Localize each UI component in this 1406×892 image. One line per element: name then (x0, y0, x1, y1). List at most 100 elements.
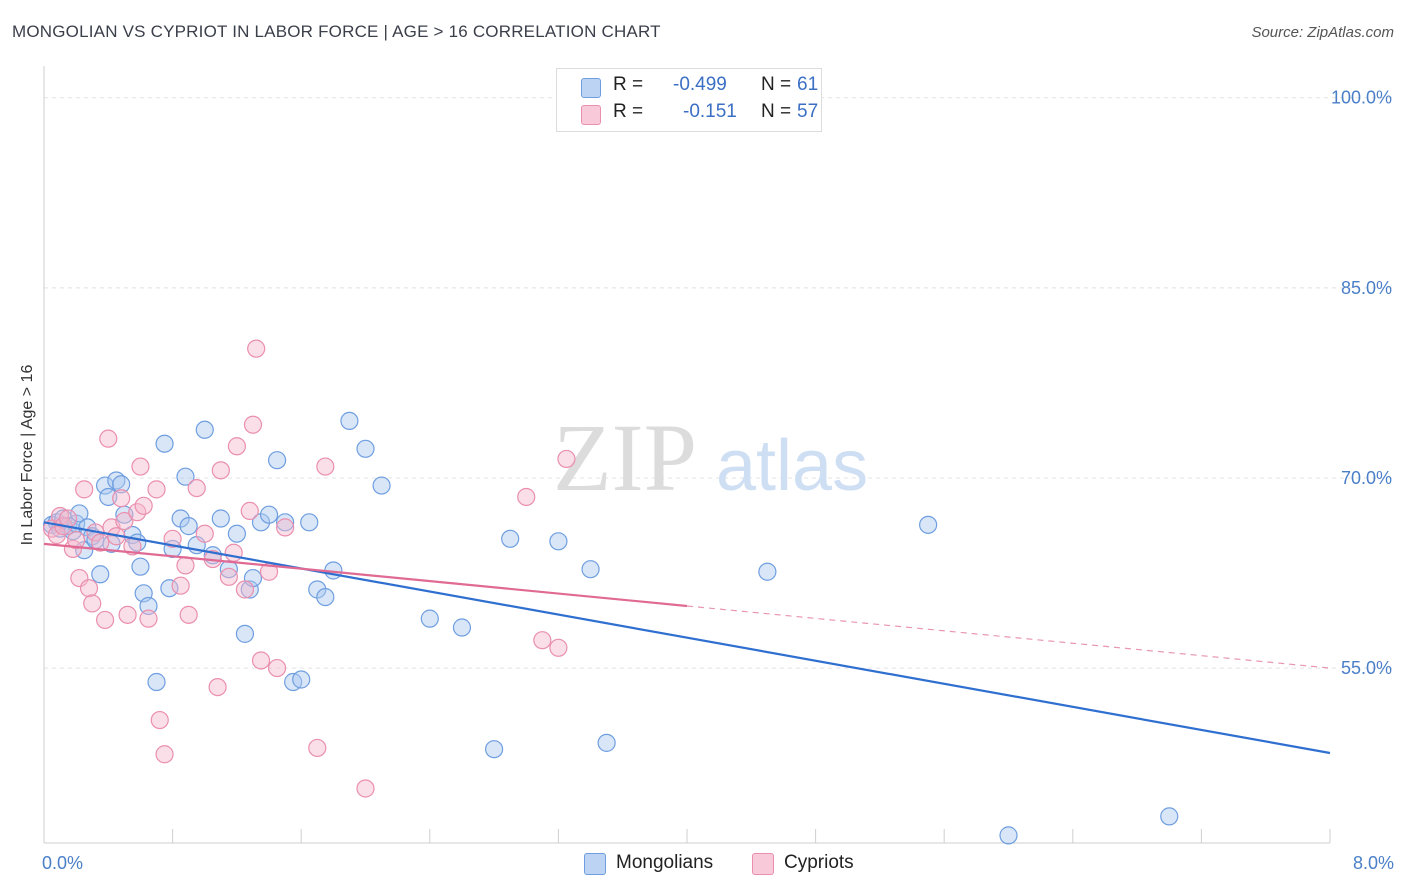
mongolian-point (292, 670, 311, 689)
cypriots-legend-swatch (752, 853, 774, 875)
mongolian-point (99, 487, 118, 507)
mongolians-legend-label: Mongolians (616, 852, 714, 873)
cypriots-trend-line (43, 542, 688, 608)
cypriot-point (227, 437, 246, 456)
legend-n-value: 61 (797, 74, 819, 95)
cypriot-point (139, 609, 158, 628)
mongolian-point (179, 517, 198, 536)
mongolian-point (340, 411, 359, 431)
y-tick-label: 85.0% (1341, 278, 1392, 298)
legend-n-value: 57 (797, 101, 819, 122)
cypriot-point (243, 415, 263, 434)
mongolian-point (316, 587, 335, 607)
cypriot-point (131, 457, 150, 476)
x-tick-label: 0.0% (42, 853, 83, 873)
mongolian-point (581, 560, 600, 579)
legend-n-label: N = (761, 74, 792, 95)
mongolian-point (999, 826, 1018, 845)
cypriot-point (219, 567, 238, 586)
cypriot-point (267, 658, 287, 678)
cypriot-point (549, 638, 568, 657)
cypriot-point (235, 580, 255, 599)
cypriot-point (308, 738, 327, 758)
cypriot-point (179, 605, 198, 624)
cypriot-point (276, 518, 295, 537)
mongolian-point (91, 565, 110, 584)
cypriot-point (517, 487, 536, 507)
mongolian-point (300, 513, 319, 532)
mongolian-point (919, 515, 938, 534)
cypriot-point (224, 543, 243, 562)
cypriot-point (176, 556, 195, 575)
cypriot-point (187, 478, 206, 498)
mongolian-point (227, 524, 246, 543)
cypriot-point (83, 594, 102, 613)
cypriot-point (208, 677, 227, 697)
cypriots-swatch (581, 105, 601, 125)
legend-r-value: -0.151 (683, 101, 737, 122)
cypriot-point (356, 779, 375, 798)
cypriots-legend-label: Cypriots (784, 852, 854, 873)
cypriot-point (134, 496, 153, 515)
cypriot-point (47, 525, 66, 545)
cypriot-point (79, 579, 99, 598)
cypriot-point (533, 631, 552, 650)
cypriot-point (155, 745, 174, 764)
cypriot-point (95, 610, 115, 630)
mongolian-point (131, 557, 150, 576)
mongolian-point (356, 439, 375, 458)
mongolian-point (155, 434, 174, 453)
cypriot-point (112, 489, 131, 508)
cypriot-point (150, 710, 169, 730)
cypriot-point (557, 449, 576, 469)
axes (43, 66, 1331, 844)
mongolian-point (259, 505, 279, 524)
cypriot-point (91, 533, 110, 552)
cypriot-point (118, 605, 137, 624)
cypriot-point (195, 524, 214, 543)
mongolians-legend-swatch (584, 853, 606, 875)
y-tick-label: 70.0% (1341, 468, 1392, 488)
cypriot-point (316, 457, 335, 476)
chart-title: MONGOLIAN VS CYPRIOT IN LABOR FORCE | AG… (12, 22, 661, 41)
cypriot-point (251, 651, 271, 670)
mongolian-point (240, 580, 259, 599)
y-tick-label: 100.0% (1331, 88, 1392, 108)
mongolian-point (147, 672, 166, 692)
cypriot-point (99, 429, 118, 448)
mongolian-point (420, 609, 439, 628)
legend-r-value: -0.499 (673, 74, 727, 95)
mongolian-point (597, 733, 616, 752)
mongolian-point (372, 476, 391, 495)
cypriot-point (240, 501, 259, 521)
mongolian-point (139, 596, 158, 616)
cypriot-point (115, 511, 134, 531)
cypriot-point (211, 461, 230, 480)
cypriot-point (247, 339, 266, 358)
cypriot-point (67, 530, 86, 550)
mongolians-trend-line (43, 521, 1331, 755)
mongolian-point (70, 504, 89, 523)
mongolian-point (267, 451, 287, 470)
legend-n-label: N = (761, 101, 792, 122)
x-tick-label: 8.0% (1353, 853, 1394, 873)
correlation-legend: R = -0.499 N = 61 R = -0.151 N = 57 (556, 68, 822, 132)
mongolian-point (160, 579, 179, 598)
mongolian-point (211, 509, 230, 528)
mongolian-point (95, 476, 115, 495)
cypriots-trend-extension (686, 605, 1331, 669)
y-tick-label: 55.0% (1341, 658, 1392, 678)
legend-r-label: R = (613, 74, 644, 95)
mongolian-point (176, 467, 195, 486)
mongolians-swatch (581, 78, 601, 98)
mongolian-point (758, 562, 777, 581)
watermark-zip: ZIP (553, 404, 697, 511)
mongolian-point (235, 624, 255, 643)
legend-r-label: R = (613, 101, 644, 122)
mongolian-point (112, 475, 131, 494)
tick-labels: 100.0% 85.0% 70.0% 55.0% 0.0% 8.0% (42, 88, 1394, 873)
mongolian-point (452, 618, 472, 637)
cypriot-point (171, 576, 190, 595)
mongolian-point (485, 740, 504, 759)
